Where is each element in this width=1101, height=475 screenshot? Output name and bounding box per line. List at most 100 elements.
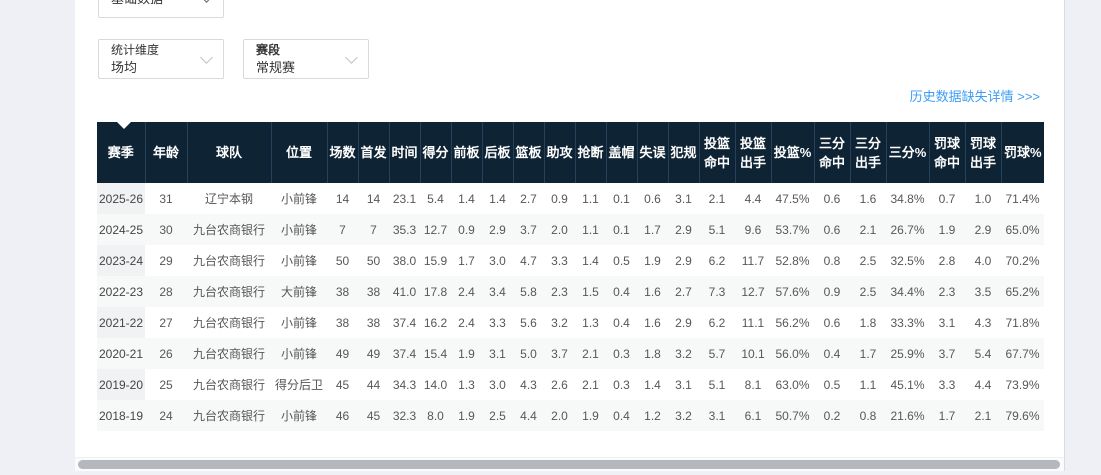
stat-cell: 1.9 — [451, 400, 482, 431]
stat-cell: 29 — [159, 253, 173, 268]
stat-cell: 2.0 — [544, 400, 575, 431]
stat-cell: 0.3 — [613, 377, 630, 392]
stat-cell: 0.4 — [613, 315, 630, 330]
stat-cell: 1.1 — [575, 214, 606, 245]
stats-table-wrap: 赛季 年龄 球队 位置 场数 首发 时间 得分 前板 后板 篮板 助攻 抢断 盖帽 失误 犯规 投篮命中 投篮出手… — [97, 122, 1044, 431]
stat-cell: 2.5 — [482, 400, 513, 431]
horizontal-scrollbar-thumb[interactable] — [78, 460, 1060, 469]
stat-cell: 7 — [327, 214, 358, 245]
stat-cell: 38.0 — [392, 253, 417, 268]
stat-cell: 1.2 — [637, 400, 668, 431]
stat-cell: 3.5 — [965, 276, 1001, 307]
stat-cell: 46 — [327, 400, 358, 431]
stat-cell: 3.3 — [489, 315, 506, 330]
stat-cell: 71.8% — [1005, 315, 1040, 330]
stat-cell: 0.4 — [814, 338, 850, 369]
stat-cell: 37.4 — [392, 315, 417, 330]
history-missing-link[interactable]: 历史数据缺失详情 >>> — [909, 89, 1040, 104]
stat-cell: 0.8 — [823, 253, 841, 268]
table-row: 2022-23 28 九台农商银行 大前锋 38 38 41.0 17.8 2.4 3.4 5.8 2… — [97, 276, 1044, 307]
stat-cell: 1.9 — [644, 253, 661, 268]
stat-cell: 11.1 — [741, 315, 765, 330]
stat-cell: 5.6 — [520, 315, 537, 330]
stat-cell: 0.9 — [451, 214, 482, 245]
column-header: 后板 — [482, 122, 514, 183]
stat-cell: 5.0 — [513, 338, 544, 369]
stat-cell: 九台农商银行 — [187, 214, 271, 245]
stat-cell: 3.7 — [513, 214, 544, 245]
stat-cell: 9.6 — [735, 214, 771, 245]
data-type-value: 基础数据 — [111, 0, 163, 6]
stat-cell: 0.4 — [606, 400, 637, 431]
stat-cell: 15.9 — [423, 253, 448, 268]
stat-cell: 73.9% — [1005, 377, 1040, 392]
column-header: 罚球% — [1001, 122, 1044, 183]
stat-cell: 6.2 — [708, 315, 726, 330]
stat-cell: 0.9 — [814, 276, 850, 307]
stat-cell: 1.3 — [458, 377, 475, 392]
stat-cell: 小前锋 — [271, 338, 327, 369]
stat-cell: 8.0 — [420, 400, 451, 431]
stat-cell: 3.1 — [938, 315, 956, 330]
stat-cell: 49 — [327, 338, 358, 369]
stat-cell: 5.1 — [708, 377, 726, 392]
column-header: 投篮命中 — [699, 122, 736, 183]
stat-cell: 27 — [159, 315, 173, 330]
stat-cell: 0.1 — [606, 214, 637, 245]
stat-cell: 67.7% — [1001, 338, 1044, 369]
stat-cell: 45 — [358, 400, 389, 431]
stat-cell: 34.8% — [890, 191, 925, 206]
stat-cell: 2.0 — [544, 214, 575, 245]
stat-cell: 1.5 — [575, 276, 606, 307]
stat-cell: 56.0% — [771, 338, 814, 369]
stat-cell: 25 — [159, 377, 173, 392]
stat-cell: 4.4 — [744, 191, 762, 206]
stat-cell: 26 — [145, 338, 187, 369]
stat-cell: 2.9 — [965, 214, 1001, 245]
column-header: 投篮出手 — [735, 122, 772, 183]
stat-cell: 6.2 — [708, 253, 726, 268]
chevron-down-icon — [200, 51, 213, 64]
stat-cell: 1.0 — [974, 191, 992, 206]
stat-cell: 0.6 — [814, 214, 850, 245]
season-cell: 2025-26 — [97, 183, 145, 214]
phase-select[interactable]: 赛段 常规赛 — [243, 39, 369, 79]
stat-cell: 49 — [358, 338, 389, 369]
dimension-select[interactable]: 统计维度 场均 — [98, 39, 224, 79]
stat-cell: 得分后卫 — [274, 378, 323, 392]
stat-cell: 14 — [366, 191, 381, 206]
stat-cell: 3.3 — [938, 377, 956, 392]
stat-cell: 0.2 — [814, 400, 850, 431]
dimension-label: 统计维度 — [111, 43, 160, 57]
stat-cell: 50 — [335, 253, 350, 268]
table-row: 2018-19 24 九台农商银行 小前锋 46 45 32.3 8.0 1.9 2.5 4.4 2.… — [97, 400, 1044, 431]
column-header: 三分命中 — [814, 122, 851, 183]
stat-cell: 31 — [159, 191, 173, 206]
stat-cell: 10.1 — [735, 338, 771, 369]
stat-cell: 1.4 — [644, 377, 661, 392]
stat-cell: 3.1 — [482, 338, 513, 369]
player-season-stats-table: 赛季 年龄 球队 位置 场数 首发 时间 得分 前板 后板 篮板 助攻 抢断 盖帽 失误 犯规 投篮命中 投篮出手… — [97, 122, 1044, 431]
data-type-select[interactable]: 基础数据 — [98, 0, 224, 18]
stat-cell: 1.4 — [458, 191, 475, 206]
stat-cell: 4.4 — [974, 377, 992, 392]
stat-cell: 21.6% — [886, 400, 929, 431]
stat-cell: 2.1 — [575, 338, 606, 369]
stat-cell: 1.4 — [582, 253, 599, 268]
stat-cell: 17.8 — [420, 276, 451, 307]
stat-cell: 3.7 — [544, 338, 575, 369]
tooltip-notch-icon — [117, 122, 131, 129]
stat-cell: 大前锋 — [271, 276, 327, 307]
stat-cell: 33.3% — [890, 315, 925, 330]
stat-cell: 2.1 — [850, 214, 886, 245]
horizontal-scrollbar-track — [75, 457, 1064, 471]
stat-cell: 0.3 — [606, 338, 637, 369]
stat-cell: 44 — [366, 377, 381, 392]
stat-cell: 71.4% — [1005, 191, 1040, 206]
stat-cell: 2.7 — [668, 276, 699, 307]
stat-cell: 九台农商银行 — [192, 254, 265, 268]
column-header: 罚球命中 — [929, 122, 966, 183]
stat-cell: 37.4 — [389, 338, 420, 369]
stat-cell: 45 — [335, 377, 350, 392]
stat-cell: 12.7 — [735, 276, 771, 307]
